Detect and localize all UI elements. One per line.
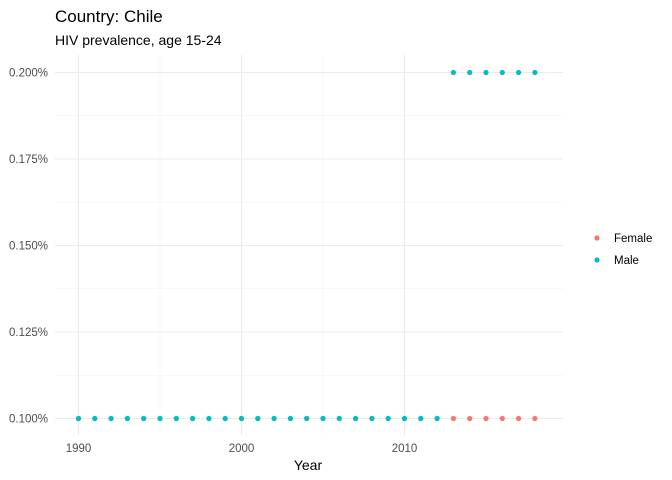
x-tick-label: 1990 xyxy=(66,443,92,455)
legend-label-male: Male xyxy=(614,255,639,267)
y-tick-label: 0.125% xyxy=(9,327,48,339)
point-male xyxy=(75,415,82,422)
point-female xyxy=(467,415,473,422)
point-male xyxy=(287,415,293,422)
point-male xyxy=(157,415,163,422)
point-female xyxy=(532,415,538,422)
point-female xyxy=(450,415,456,422)
point-male xyxy=(450,69,456,76)
point-male xyxy=(108,415,114,422)
point-male xyxy=(238,415,245,422)
point-female xyxy=(516,415,522,422)
data-points xyxy=(75,69,538,422)
point-female xyxy=(483,415,489,422)
point-male xyxy=(483,69,489,76)
y-axis-ticks: 0.100% 0.125% 0.150% 0.175% 0.200% xyxy=(9,68,48,426)
legend-key-male xyxy=(594,257,600,263)
point-male xyxy=(499,69,505,76)
grid-lines xyxy=(55,55,563,435)
point-male xyxy=(320,415,326,422)
x-tick-label: 2010 xyxy=(392,443,418,455)
legend-key-female xyxy=(594,235,600,241)
point-male xyxy=(532,69,538,76)
point-male xyxy=(434,415,440,422)
point-male xyxy=(206,415,212,422)
point-male xyxy=(401,415,408,422)
point-male xyxy=(385,415,391,422)
y-tick-label: 0.175% xyxy=(9,154,48,166)
x-axis-ticks: 1990 2000 2010 xyxy=(66,443,418,455)
x-tick-label: 2000 xyxy=(229,443,255,455)
y-tick-label: 0.100% xyxy=(9,414,48,426)
chart-title: Country: Chile xyxy=(55,7,163,26)
point-male xyxy=(467,69,473,76)
legend: Female Male xyxy=(594,233,652,267)
chart-subtitle: HIV prevalence, age 15-24 xyxy=(55,32,222,48)
point-male xyxy=(190,415,196,422)
point-male xyxy=(516,69,522,76)
legend-label-female: Female xyxy=(614,233,652,245)
point-male xyxy=(369,415,375,422)
point-male xyxy=(336,415,342,422)
point-male xyxy=(418,415,424,422)
point-male xyxy=(141,415,147,422)
point-male xyxy=(173,415,179,422)
point-male xyxy=(124,415,130,422)
y-tick-label: 0.200% xyxy=(9,68,48,80)
point-female xyxy=(499,415,505,422)
point-male xyxy=(92,415,98,422)
point-male xyxy=(304,415,310,422)
point-male xyxy=(255,415,261,422)
point-male xyxy=(222,415,228,422)
x-axis-title: Year xyxy=(294,457,323,473)
y-tick-label: 0.150% xyxy=(9,241,48,253)
point-male xyxy=(353,415,359,422)
point-male xyxy=(271,415,277,422)
